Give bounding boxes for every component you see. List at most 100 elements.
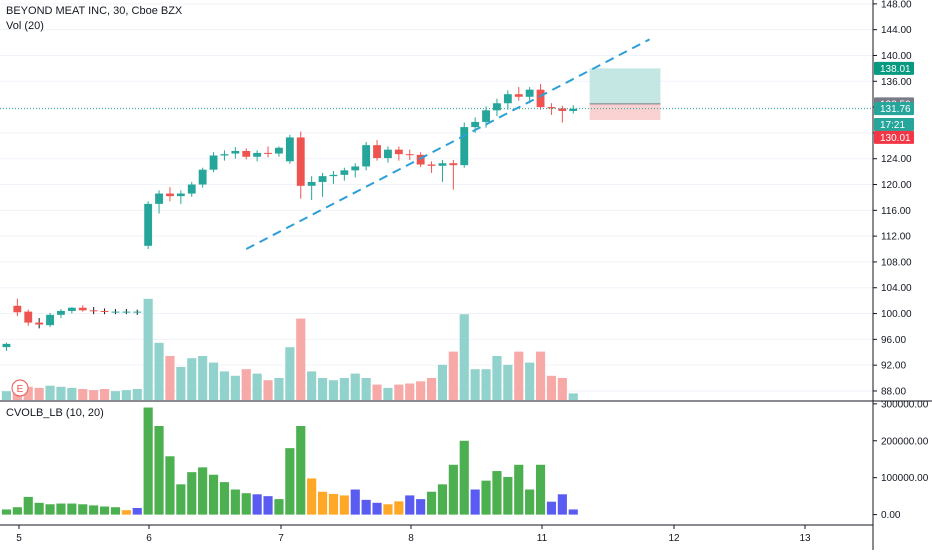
volume-bar — [208, 362, 219, 400]
candlestick-series — [2, 83, 578, 351]
cvolb-bar — [568, 509, 578, 515]
cvolb-bar — [525, 489, 535, 515]
volume-bar — [263, 380, 273, 400]
volume-bar — [154, 342, 164, 400]
volume-bar — [350, 373, 360, 400]
candle-body — [144, 203, 153, 246]
price-tag-stop — [874, 130, 914, 144]
price-tag-label: 17:21 — [880, 120, 905, 131]
earnings-marker-label: E — [17, 384, 24, 395]
price-tick-label: 140.00 — [881, 51, 912, 62]
candle-body — [253, 152, 262, 157]
volume-bar — [165, 356, 175, 400]
candle-body — [275, 147, 283, 154]
cvolb-bar — [56, 503, 66, 515]
cvolb-bar — [546, 501, 557, 515]
cvolb-bar — [426, 491, 437, 515]
candle-body — [384, 149, 392, 159]
candle-body — [220, 154, 229, 156]
candle-body — [89, 310, 98, 312]
volume-bar — [89, 390, 99, 400]
volume-bar — [514, 351, 524, 400]
price-tag-last — [874, 102, 914, 116]
cvolb-legend[interactable]: CVOLB_LB (10, 20) — [6, 407, 104, 419]
trend-line-segment[interactable] — [245, 38, 651, 250]
candle-body — [111, 311, 120, 313]
cvolb-bar — [350, 489, 360, 515]
candle-body — [318, 176, 327, 182]
candle-body — [427, 164, 436, 166]
cvolb-bar — [230, 489, 240, 515]
volume-legend[interactable]: Vol (20) — [6, 20, 44, 32]
candle-body — [460, 127, 469, 166]
candle-body — [57, 310, 65, 315]
cvolb-bar — [110, 507, 121, 515]
price-tag-label: 131.76 — [880, 104, 911, 115]
volume-bar — [525, 362, 535, 400]
candle-body — [514, 94, 523, 97]
cvolb-bar — [394, 501, 404, 515]
candle-body — [209, 155, 218, 170]
cvolb-histogram — [1, 407, 578, 515]
volume-bar — [285, 347, 295, 400]
volume-bar — [426, 378, 437, 400]
candle-body — [340, 170, 349, 175]
candle-body — [536, 89, 545, 108]
earnings-marker-circle[interactable] — [11, 379, 29, 397]
volume-bar — [198, 356, 208, 400]
candle-body — [133, 311, 142, 313]
earnings-event-marker[interactable]: E — [11, 379, 29, 397]
volume-bar — [121, 390, 131, 400]
candle-body — [362, 145, 371, 167]
cvolb-bar — [154, 426, 164, 515]
volume-bar — [339, 378, 349, 400]
volume-bar — [56, 386, 66, 400]
cvolb-bar — [459, 440, 469, 515]
volume-bar — [274, 378, 284, 400]
volume-bars — [1, 298, 578, 400]
cvolb-bar — [176, 484, 186, 515]
cvolb-bar — [78, 504, 88, 515]
volume-bar — [394, 384, 404, 400]
volume-bar — [448, 351, 458, 400]
candle-body — [264, 152, 272, 154]
symbol-legend[interactable]: BEYOND MEAT INC, 30, Cboe BZX — [6, 5, 183, 17]
volume-bar — [405, 383, 415, 400]
candle-body — [482, 110, 490, 122]
cvolb-tick-label: 100000.00 — [881, 473, 929, 484]
cvolb-bar — [143, 407, 153, 515]
candle-body — [35, 322, 44, 325]
candle-body — [198, 169, 207, 185]
cvolb-bar — [1, 509, 12, 515]
volume-bar — [219, 371, 230, 400]
price-tick-label: 100.00 — [881, 309, 912, 320]
volume-bar — [110, 391, 121, 400]
long-position-tool[interactable] — [589, 68, 661, 120]
volume-bar — [470, 369, 480, 400]
cvolb-bar — [241, 493, 251, 515]
cvolb-bar — [372, 502, 382, 515]
trend-line[interactable] — [245, 38, 651, 250]
time-tick-label: 5 — [16, 533, 22, 544]
volume-bar — [372, 384, 382, 400]
cvolb-bar — [514, 464, 524, 515]
volume-bar — [535, 351, 546, 400]
candle-body — [231, 150, 240, 154]
cvolb-bar — [481, 480, 491, 515]
volume-bar — [252, 373, 262, 400]
time-tick-label: 6 — [146, 533, 152, 544]
candle-body — [329, 174, 338, 177]
candle-body — [503, 94, 512, 104]
candle-body — [46, 314, 54, 326]
candle-body — [242, 150, 251, 157]
cvolb-bar — [67, 503, 77, 515]
volume-bar — [307, 371, 317, 400]
price-tick-label: 148.00 — [881, 0, 912, 10]
candle-body — [405, 154, 414, 156]
price-tick-label: 108.00 — [881, 257, 912, 268]
candle-body — [187, 184, 196, 194]
candle-body — [67, 307, 76, 311]
cvolb-bar — [274, 499, 284, 515]
price-tick-label: 104.00 — [881, 283, 912, 294]
